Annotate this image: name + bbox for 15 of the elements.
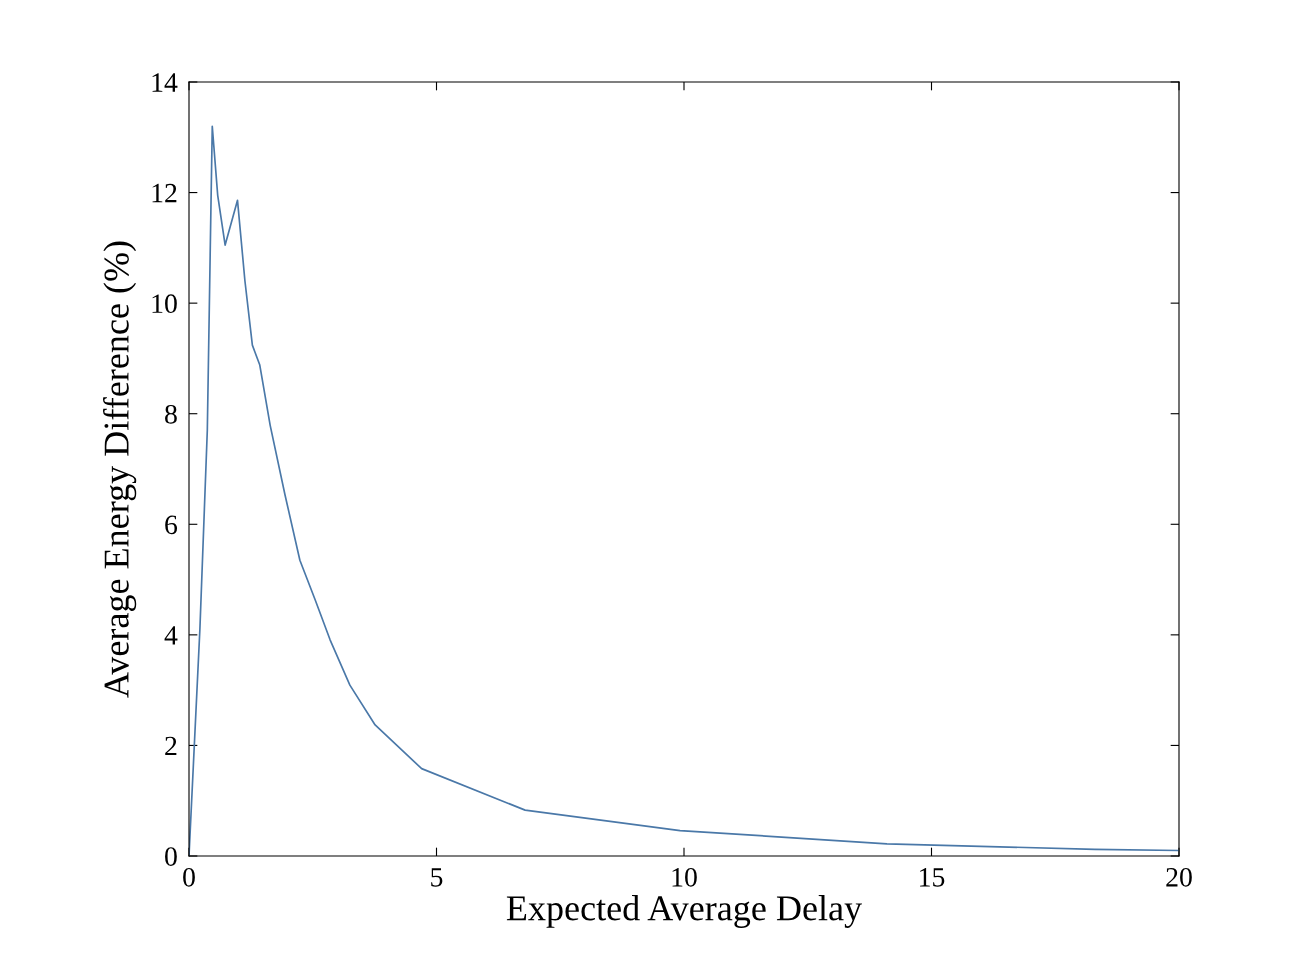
y-tick-label: 0 — [165, 847, 177, 866]
x-tick-label: 0 — [183, 867, 195, 887]
y-tick-label: 10 — [152, 294, 177, 314]
y-axis-title: Average Energy Difference (%) — [103, 241, 137, 698]
x-tick-label: 10 — [672, 867, 697, 887]
x-tick-label: 20 — [1166, 867, 1192, 887]
x-axis-title: Expected Average Delay — [506, 895, 862, 928]
y-tick-label: 14 — [152, 73, 178, 92]
x-tick-label: 5 — [431, 868, 443, 887]
y-tick-label: 6 — [165, 515, 178, 535]
y-tick-label: 12 — [152, 183, 177, 203]
y-tick-label: 2 — [165, 736, 177, 756]
x-tick-label: 15 — [920, 868, 945, 887]
y-tick-label: 8 — [165, 404, 177, 424]
y-tick-label: 4 — [164, 626, 178, 645]
